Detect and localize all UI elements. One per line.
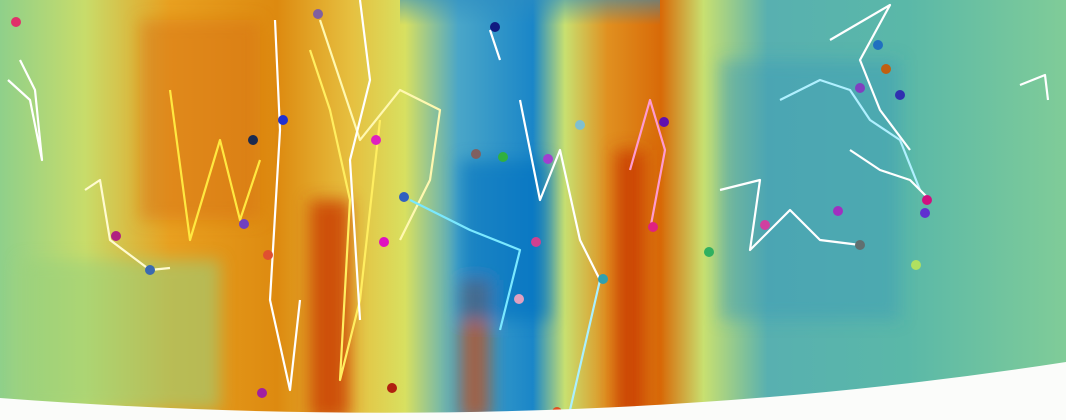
track-head: [881, 64, 891, 74]
track-head: [873, 40, 883, 50]
track: [318, 19, 442, 241]
track-head: [895, 90, 905, 100]
track-head: [471, 149, 481, 159]
track-head: [239, 219, 249, 229]
track-head: [855, 240, 865, 250]
track: [849, 149, 931, 201]
track: [168, 89, 262, 242]
track: [1019, 73, 1050, 101]
track: [84, 178, 171, 272]
track-head: [490, 22, 500, 32]
track-head: [648, 222, 658, 232]
track-head: [263, 250, 273, 260]
track-head: [704, 247, 714, 257]
track-head: [598, 274, 608, 284]
track-head: [111, 231, 121, 241]
track: [829, 3, 911, 151]
track-head: [11, 17, 21, 27]
track-head: [855, 83, 865, 93]
track-head: [248, 135, 258, 145]
track-head: [922, 195, 932, 205]
track: [488, 29, 502, 61]
track-head: [575, 120, 585, 130]
track: [719, 178, 861, 252]
track-head: [833, 206, 843, 216]
track-head: [313, 9, 323, 19]
track: [308, 49, 382, 382]
track-head: [371, 135, 381, 145]
track-heads: [11, 9, 932, 417]
track-head: [257, 388, 267, 398]
track-head: [659, 117, 669, 127]
track: [268, 19, 302, 392]
track-head: [531, 237, 541, 247]
track-head: [399, 192, 409, 202]
track-head: [387, 383, 397, 393]
track: [409, 199, 522, 331]
track-head: [379, 237, 389, 247]
track-head: [498, 152, 508, 162]
track: [348, 0, 372, 321]
echogram-top: [400, 0, 660, 100]
track-head: [920, 208, 930, 218]
track-head: [278, 115, 288, 125]
track-head: [145, 265, 155, 275]
track-head: [760, 220, 770, 230]
track-head: [514, 294, 524, 304]
track: [779, 78, 922, 191]
track: [518, 99, 601, 281]
track-head: [911, 260, 921, 270]
outside-beam: [0, 362, 1066, 420]
track-head: [543, 154, 553, 164]
track: [628, 98, 667, 231]
track: [7, 59, 44, 162]
